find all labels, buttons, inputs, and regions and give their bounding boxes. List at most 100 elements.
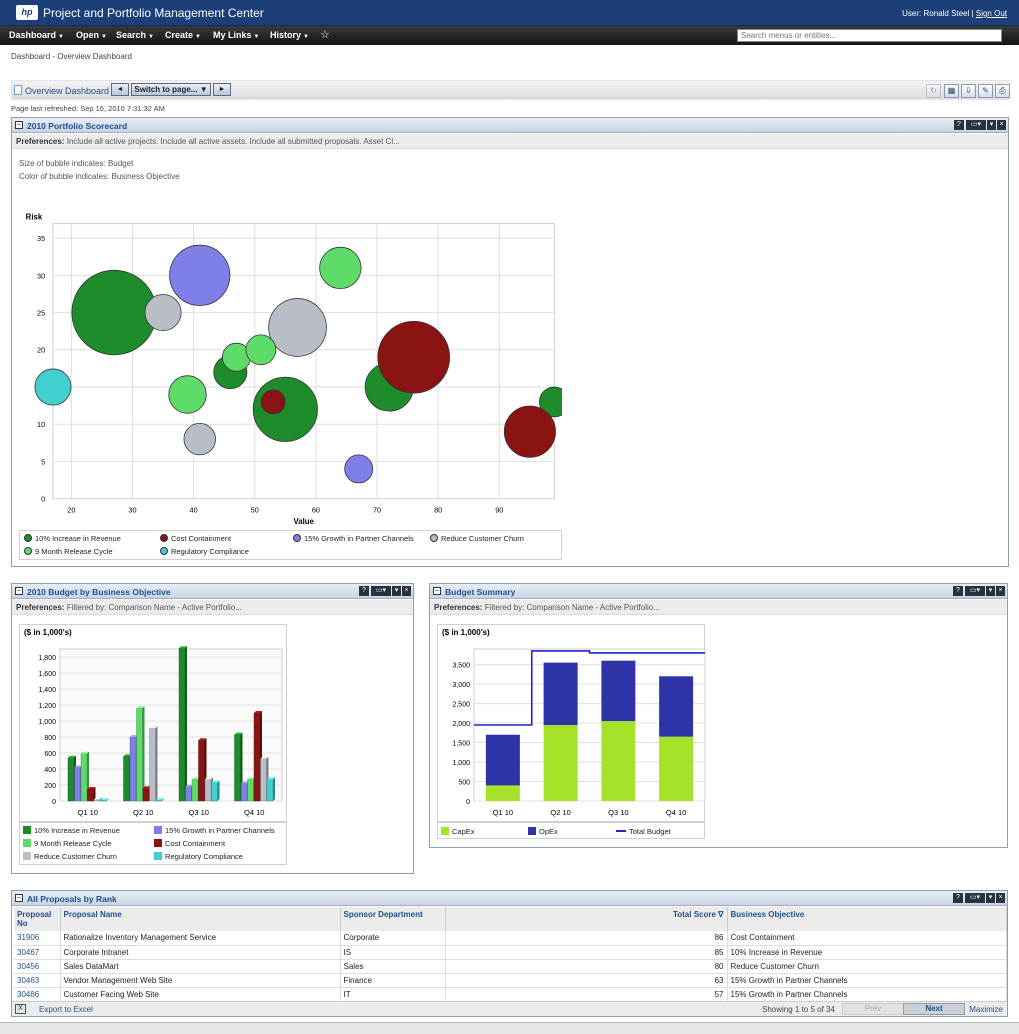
edit-icon[interactable]: ▭▾ xyxy=(371,586,391,596)
bar-top xyxy=(205,777,213,780)
legend-item-partner: 15% Growth in Partner Channels xyxy=(154,826,275,835)
menu-create-label: Create xyxy=(165,30,194,40)
table-row[interactable]: 30486 Customer Facing Web Site IT 57 15% Gro… xyxy=(14,987,1007,1002)
col-proposal-no[interactable]: Proposal No xyxy=(14,907,61,931)
edit-icon[interactable]: ▭▾ xyxy=(966,120,986,130)
chevron-down-icon: ▼ xyxy=(101,34,107,40)
close-icon[interactable]: × xyxy=(996,893,1005,903)
prev-page-button[interactable]: Prev xyxy=(842,1003,904,1015)
y-tick-label: 25 xyxy=(37,308,45,317)
portlet-preferences: Preferences: Include all active projects… xyxy=(12,134,1008,149)
close-icon[interactable]: × xyxy=(996,586,1005,596)
y-tick-label: 1,800 xyxy=(38,655,56,662)
portlet-header: – 2010 Budget by Business Objective ? ▭▾… xyxy=(12,584,413,599)
minimize-icon[interactable]: ▾ xyxy=(986,586,995,596)
horizontal-scrollbar[interactable] xyxy=(0,1022,1019,1034)
x-tick-label: Q3 10 xyxy=(608,808,628,817)
col-business-objective[interactable]: Business Objective xyxy=(727,907,1007,931)
legend-item-release: 9 Month Release Cycle xyxy=(24,547,113,556)
chevron-down-icon: ▼ xyxy=(58,34,64,40)
legend-swatch xyxy=(23,839,31,847)
menu-search[interactable]: Search ▼ xyxy=(116,30,154,40)
collapse-icon[interactable]: – xyxy=(15,587,23,595)
portlet-title[interactable]: 2010 Budget by Business Objective xyxy=(27,587,171,597)
previous-page-button[interactable]: ◄ xyxy=(111,83,129,96)
bar-top xyxy=(94,797,102,800)
opex-bar xyxy=(601,660,636,722)
menu-dashboard[interactable]: Dashboard ▼ xyxy=(9,30,64,40)
add-portlet-icon[interactable]: ▦ xyxy=(944,84,959,98)
menu-bar: Dashboard ▼ Open ▼ Search ▼ Create ▼ My Link… xyxy=(0,26,1019,45)
bar-top xyxy=(185,784,194,787)
user-separator: | xyxy=(971,9,974,18)
minimize-icon[interactable]: ▾ xyxy=(987,120,996,130)
help-icon[interactable]: ? xyxy=(954,120,964,130)
x-tick-label: 40 xyxy=(190,505,198,514)
help-icon[interactable]: ? xyxy=(953,893,963,903)
bar xyxy=(204,779,212,802)
menu-my-links[interactable]: My Links ▼ xyxy=(213,30,259,40)
chevron-down-icon: ▼ xyxy=(195,34,201,40)
bar-top xyxy=(211,780,220,783)
table-row[interactable]: 30456 Sales DataMart Sales 80 Reduce Custome… xyxy=(14,959,1007,974)
x-tick-label: Q2 10 xyxy=(133,808,153,817)
minimize-icon[interactable]: ▾ xyxy=(392,586,401,596)
col-total-score[interactable]: Total Score ∇ xyxy=(445,907,728,931)
proposal-no-cell: 30456 xyxy=(14,959,61,974)
excel-icon[interactable]: X xyxy=(15,1004,26,1014)
dashboard-name[interactable]: Overview Dashboard xyxy=(25,86,110,96)
bar xyxy=(123,755,130,802)
table-row[interactable]: 31906 Rationalize Inventory Management Se… xyxy=(14,931,1007,946)
sign-out-link[interactable]: Sign Out xyxy=(975,9,1007,18)
business-objective-cell: Cost Containment xyxy=(727,931,1007,946)
edit-icon[interactable]: ▭▾ xyxy=(965,586,985,596)
app-header: hp Project and Portfolio Management Cent… xyxy=(0,0,1019,26)
next-page-button[interactable]: Next xyxy=(903,1003,965,1015)
close-icon[interactable]: × xyxy=(997,120,1006,130)
menu-create[interactable]: Create ▼ xyxy=(165,30,201,40)
table-row[interactable]: 30463 Vendor Management Web Site Finance 63… xyxy=(14,973,1007,988)
edit-page-icon[interactable]: ✎ xyxy=(978,84,993,98)
close-icon[interactable]: × xyxy=(402,586,411,596)
bar-top xyxy=(234,732,243,735)
y-tick-label: 10 xyxy=(37,420,45,429)
proposal-no-link[interactable]: 30463 xyxy=(17,975,40,985)
menu-history[interactable]: History ▼ xyxy=(270,30,309,40)
proposal-no-link[interactable]: 31906 xyxy=(17,933,40,943)
help-icon[interactable]: ? xyxy=(953,586,963,596)
print-icon[interactable]: ⎙ xyxy=(995,84,1010,98)
bar xyxy=(93,799,101,802)
bar xyxy=(234,734,241,802)
portlet-title[interactable]: 2010 Portfolio Scorecard xyxy=(27,121,128,131)
collapse-icon[interactable]: – xyxy=(15,894,23,902)
portlet-title[interactable]: Budget Summary xyxy=(445,587,516,597)
col-sponsor-department[interactable]: Sponsor Department xyxy=(340,907,446,931)
favorite-star-icon[interactable]: ☆ xyxy=(320,29,330,41)
hp-logo[interactable]: hp xyxy=(16,5,38,20)
col-proposal-name[interactable]: Proposal Name xyxy=(60,907,341,931)
menu-open[interactable]: Open ▼ xyxy=(76,30,107,40)
bar-top xyxy=(179,646,187,649)
legend-swatch xyxy=(154,852,162,860)
refresh-icon[interactable]: ↻ xyxy=(926,84,941,98)
edit-icon[interactable]: ▭▾ xyxy=(965,893,985,903)
x-tick-label: 20 xyxy=(67,505,75,514)
help-icon[interactable]: ? xyxy=(359,586,369,596)
table-row[interactable]: 30467 Corporate Intranet IS 85 10% Increase … xyxy=(14,945,1007,960)
maximize-link[interactable]: Maximize xyxy=(969,1005,1003,1014)
y-tick-label: 0 xyxy=(41,495,45,504)
pdf-export-icon[interactable]: ⇩ xyxy=(961,84,976,98)
bar-top xyxy=(254,711,262,713)
next-page-button[interactable]: ► xyxy=(213,83,231,96)
menu-search-input[interactable] xyxy=(737,29,1002,42)
legend-item-regulatory: Regulatory Compliance xyxy=(160,547,249,556)
minimize-icon[interactable]: ▾ xyxy=(986,893,995,903)
portlet-title[interactable]: All Proposals by Rank xyxy=(27,894,117,904)
proposal-no-link[interactable]: 30486 xyxy=(17,989,40,999)
switch-page-dropdown[interactable]: Switch to page... ▼ xyxy=(131,83,211,96)
proposal-no-link[interactable]: 30467 xyxy=(17,947,40,957)
proposal-no-link[interactable]: 30456 xyxy=(17,961,40,971)
collapse-icon[interactable]: – xyxy=(433,587,441,595)
collapse-icon[interactable]: – xyxy=(15,121,23,129)
export-excel-link[interactable]: Export to Excel xyxy=(39,1005,93,1014)
